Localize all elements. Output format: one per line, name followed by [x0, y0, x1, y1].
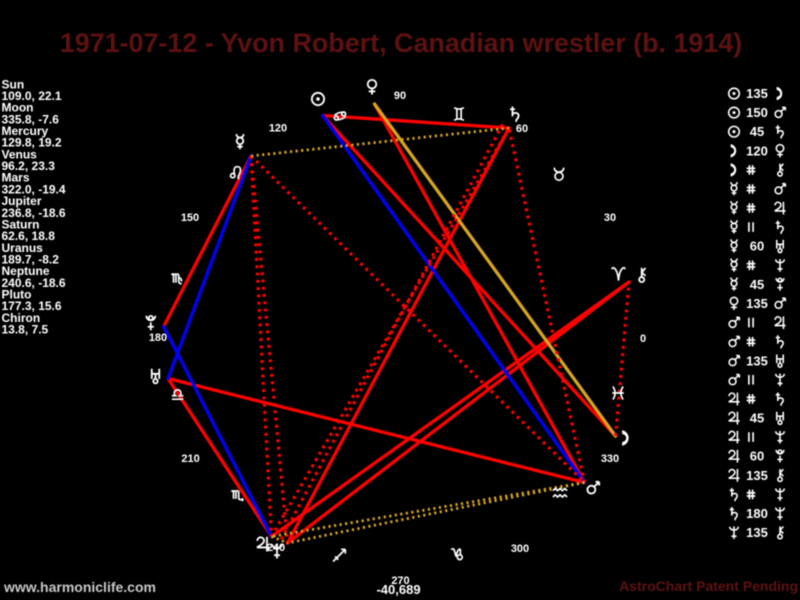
svg-text:60: 60 [516, 123, 528, 135]
svg-text:180: 180 [149, 332, 167, 344]
svg-text:45: 45 [750, 411, 764, 426]
svg-text:Uranus: Uranus [2, 241, 44, 255]
svg-text:0: 0 [640, 333, 646, 345]
svg-text:135: 135 [746, 468, 768, 483]
svg-text:1971-07-12 - Yvon Robert, Cana: 1971-07-12 - Yvon Robert, Canadian wrest… [60, 28, 743, 58]
svg-text:322.0, -19.4: 322.0, -19.4 [2, 182, 66, 196]
svg-text:60: 60 [750, 239, 764, 254]
svg-text:45: 45 [750, 124, 764, 139]
svg-text:180: 180 [746, 506, 768, 521]
svg-text:Moon: Moon [2, 101, 34, 115]
svg-text:135: 135 [746, 296, 768, 311]
svg-text:Sun: Sun [2, 77, 25, 91]
svg-text:Chiron: Chiron [2, 311, 41, 325]
svg-text:240.6, -18.6: 240.6, -18.6 [2, 276, 66, 290]
svg-text:300: 300 [511, 543, 529, 555]
svg-text:129.8, 19.2: 129.8, 19.2 [2, 136, 62, 150]
svg-text:Mercury: Mercury [2, 124, 49, 138]
svg-text:150: 150 [181, 212, 199, 224]
svg-text:45: 45 [750, 277, 764, 292]
svg-text:www.harmoniclife.com: www.harmoniclife.com [3, 579, 156, 595]
svg-text:135: 135 [746, 353, 768, 368]
svg-text:AstroChart Patent Pending: AstroChart Patent Pending [619, 578, 798, 594]
svg-text:120: 120 [746, 143, 768, 158]
svg-text:210: 210 [181, 453, 199, 465]
svg-text:Jupiter: Jupiter [2, 194, 42, 208]
svg-text:109.0, 22.1: 109.0, 22.1 [2, 89, 62, 103]
svg-text:62.6, 18.8: 62.6, 18.8 [2, 229, 56, 243]
svg-text:335.8, -7.6: 335.8, -7.6 [2, 112, 60, 126]
svg-text:60: 60 [750, 449, 764, 464]
svg-text:330: 330 [601, 453, 619, 465]
svg-text:Neptune: Neptune [2, 264, 50, 278]
svg-text:189.7, -8.2: 189.7, -8.2 [2, 253, 60, 267]
svg-text:13.8, 7.5: 13.8, 7.5 [2, 323, 49, 337]
svg-text:120: 120 [269, 123, 287, 135]
svg-text:96.2, 23.3: 96.2, 23.3 [2, 159, 56, 173]
svg-text:Mars: Mars [2, 171, 30, 185]
svg-text:Saturn: Saturn [2, 217, 40, 231]
svg-text:135: 135 [746, 525, 768, 540]
svg-text:270: 270 [391, 575, 409, 587]
svg-text:30: 30 [604, 212, 616, 224]
svg-text:90: 90 [394, 90, 406, 102]
svg-text:236.8, -18.6: 236.8, -18.6 [2, 206, 66, 220]
svg-text:Venus: Venus [2, 147, 38, 161]
svg-text:135: 135 [746, 86, 768, 101]
svg-text:Pluto: Pluto [2, 288, 32, 302]
svg-text:-40,689: -40,689 [376, 582, 420, 597]
svg-text:177.3, 15.6: 177.3, 15.6 [2, 299, 62, 313]
svg-text:150: 150 [746, 105, 768, 120]
